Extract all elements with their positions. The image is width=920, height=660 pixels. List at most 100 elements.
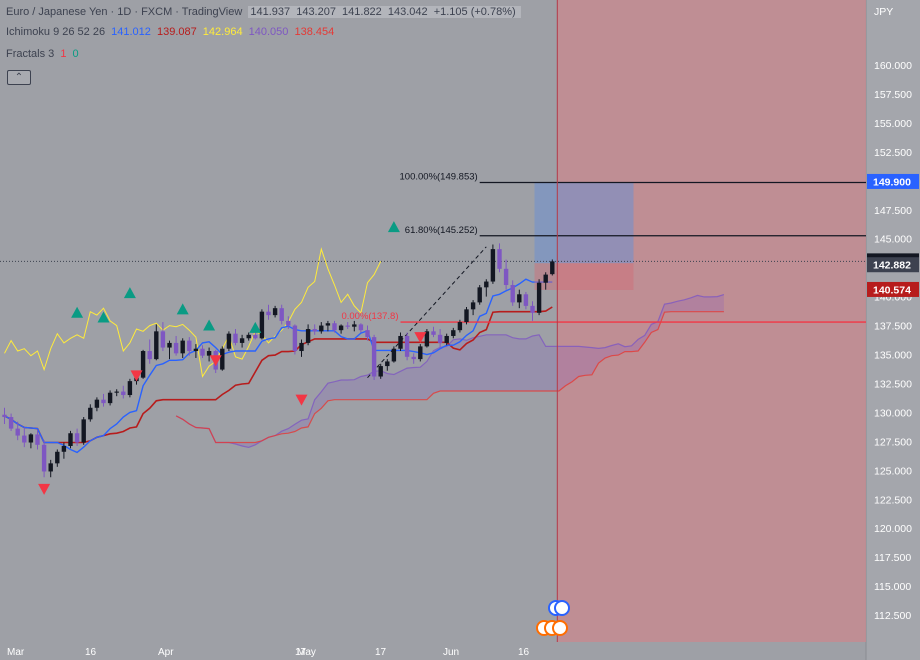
candle-body <box>154 331 159 360</box>
span-b-value: 138.454 <box>294 26 335 38</box>
candle-body <box>94 399 100 408</box>
time-tick-label: Apr <box>158 647 174 658</box>
candle-body <box>74 433 80 443</box>
price-tick-label: 135.000 <box>874 350 912 362</box>
collapse-legend-button[interactable]: ⌃ <box>7 70 31 85</box>
price-badge-label: 149.900 <box>873 176 911 188</box>
candle-body <box>477 287 482 303</box>
candle-body <box>437 334 443 343</box>
candle-body <box>279 308 284 321</box>
candle-body <box>55 451 60 464</box>
candle-body <box>239 338 245 343</box>
earnings-event-icon <box>552 620 568 636</box>
candle-body <box>550 261 555 275</box>
platform-label: TradingView <box>181 6 243 18</box>
candle-body <box>167 342 172 348</box>
candle-body <box>503 268 509 286</box>
price-tick-label: 145.000 <box>874 234 912 246</box>
price-tick-label: 112.500 <box>874 610 911 622</box>
span-a-value: 140.050 <box>248 26 289 38</box>
candle-body <box>88 407 93 420</box>
candle-body <box>226 333 232 349</box>
exchange-label: FXCM <box>141 6 173 18</box>
kijun-value: 139.087 <box>156 26 197 38</box>
candle-body <box>484 281 489 288</box>
candle-body <box>378 366 383 377</box>
candle-body <box>424 331 430 347</box>
fib-level-label: 0.00%(137.8) <box>341 311 398 322</box>
up-fractal-marker <box>387 221 400 233</box>
price-tick-label: 127.500 <box>874 436 912 448</box>
span-b-line <box>175 311 724 444</box>
up-fractal-marker <box>176 303 189 315</box>
fractals-up-value: 0 <box>72 48 79 60</box>
candle-body <box>48 463 53 472</box>
fractals-label: Fractals 3 <box>6 48 55 60</box>
position-stop-zone <box>534 263 634 290</box>
chikou-value: 142.964 <box>202 26 243 38</box>
currency-label: JPY <box>874 6 893 18</box>
candle-body <box>286 320 291 326</box>
price-tick-label: 160.000 <box>874 60 912 72</box>
price-tick-label: 147.500 <box>874 205 912 217</box>
candle-body <box>305 329 311 343</box>
candle-body <box>114 391 119 393</box>
candle-body <box>457 322 463 331</box>
price-badge-stop <box>867 281 919 297</box>
interval-label[interactable]: 1D <box>117 6 132 18</box>
price-scale-background <box>866 0 920 660</box>
candle-body <box>418 346 423 360</box>
candle-body <box>444 335 449 343</box>
time-tick-label: 17 <box>375 647 387 658</box>
candle-body <box>266 311 271 316</box>
up-fractal-marker <box>71 306 84 318</box>
candle-body <box>431 331 436 335</box>
candle-body <box>345 325 350 327</box>
candle-body <box>200 348 205 356</box>
candle-body <box>180 340 185 354</box>
future-shaded-area <box>557 0 866 642</box>
candle-body <box>451 330 456 336</box>
candle-body <box>193 348 199 352</box>
candle-body <box>352 324 357 327</box>
candle-body <box>325 323 331 326</box>
price-tick-label: 117.500 <box>874 552 911 564</box>
candle-body <box>371 337 377 377</box>
candle-body <box>81 419 86 443</box>
candle-body <box>107 392 113 404</box>
tenkan-value: 141.012 <box>111 26 151 38</box>
candle-body <box>510 285 515 303</box>
price-tick-label: 122.500 <box>874 494 912 506</box>
candle-body <box>41 444 47 472</box>
candle-body <box>338 325 344 331</box>
candle-body <box>15 428 20 436</box>
candle-body <box>292 325 298 352</box>
candle-body <box>22 435 27 443</box>
candle-body <box>160 331 166 348</box>
up-fractal-marker <box>249 321 262 333</box>
open-value: 141.937 <box>250 6 291 18</box>
candle-body <box>365 330 370 338</box>
fib-level-label: 61.80%(145.252) <box>405 225 478 236</box>
time-tick-label: 17 <box>295 647 307 658</box>
candle-body <box>246 334 251 339</box>
candle-body <box>28 434 34 443</box>
economic-event-icon <box>554 600 570 616</box>
symbol-name[interactable]: Euro / Japanese Yen <box>6 6 108 18</box>
up-fractal-marker <box>203 319 216 331</box>
ichimoku-legend[interactable]: Ichimoku 9 26 52 26 141.012 139.087 142.… <box>6 26 337 38</box>
high-value: 143.207 <box>296 6 336 18</box>
candle-body <box>173 342 179 354</box>
ichimoku-label: Ichimoku 9 26 52 26 <box>6 26 106 38</box>
candle-body <box>391 348 397 362</box>
candle-body <box>35 434 40 445</box>
fractals-legend[interactable]: Fractals 3 1 0 <box>6 48 82 60</box>
price-badge-target <box>867 173 919 189</box>
up-fractal-marker <box>123 287 136 299</box>
candle-body <box>332 323 337 331</box>
close-value: 143.042 <box>387 6 428 18</box>
candle-body <box>2 414 7 418</box>
up-fractal-marker <box>97 311 110 323</box>
